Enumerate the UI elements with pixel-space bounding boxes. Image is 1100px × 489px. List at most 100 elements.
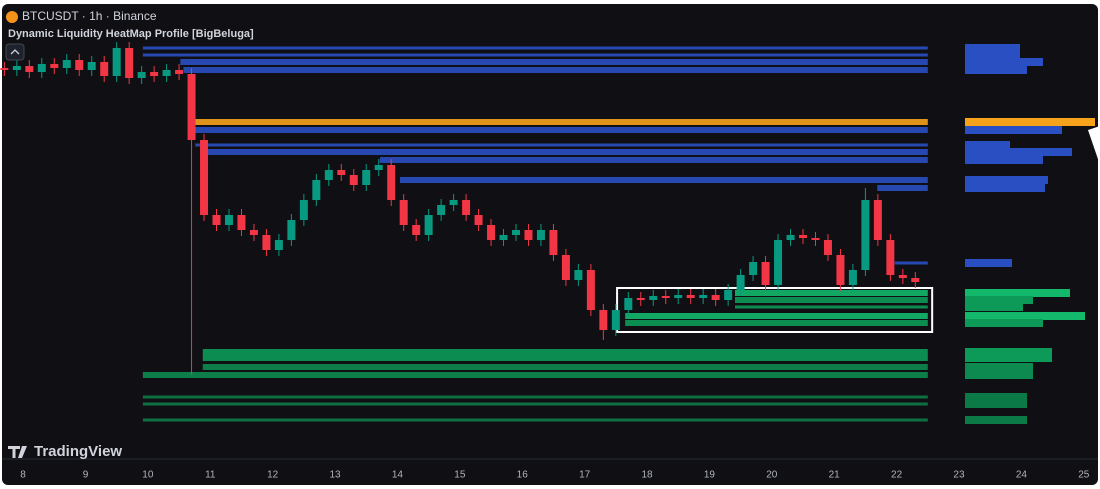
plot-area [0, 42, 1095, 424]
candle-body [861, 200, 870, 270]
symbol-title: BTCUSDT · 1h · Binance [22, 9, 157, 23]
candle-body [87, 62, 96, 70]
x-tick-label: 12 [267, 470, 279, 481]
candle-body [898, 275, 907, 278]
liquidity-level [142, 46, 928, 50]
candle-body [574, 270, 583, 280]
candle-body [399, 200, 408, 225]
profile-bar [965, 44, 1020, 52]
profile-bar [965, 148, 1072, 156]
candle-body [836, 255, 845, 285]
profile-bar [965, 184, 1045, 192]
candle-body [848, 270, 857, 285]
profile-bar [965, 296, 1033, 304]
candle-body [362, 170, 371, 185]
candle-body [187, 74, 196, 140]
liquidity-level [379, 157, 928, 163]
liquidity-level [142, 53, 928, 57]
candle-body [487, 225, 496, 240]
x-tick-label: 11 [205, 470, 216, 481]
collapse-button[interactable] [5, 43, 25, 61]
candle-body [337, 170, 346, 175]
candle-body [162, 70, 171, 76]
candle-body [212, 215, 221, 225]
x-tick-label: 13 [329, 470, 341, 481]
candle-body [12, 66, 21, 70]
cursor [1088, 126, 1100, 165]
liquidity-level [180, 59, 928, 65]
liquidity-level [625, 320, 928, 326]
profile-bar [965, 319, 1043, 327]
profile-bar [965, 126, 1062, 134]
liquidity-level [202, 355, 928, 361]
candle-body [549, 230, 558, 255]
candle-body [424, 215, 433, 235]
profile-bar [965, 58, 1043, 66]
profile-bar [965, 118, 1095, 126]
profile-bar [965, 363, 1033, 371]
candle-body [661, 296, 670, 298]
candle-body [274, 240, 283, 250]
liquidity-level [142, 402, 928, 406]
x-tick-label: 10 [142, 470, 154, 481]
candle-body [125, 48, 134, 78]
candle-body [0, 68, 9, 70]
candle-body [299, 200, 308, 220]
profile-bar [965, 303, 1023, 311]
candle-body [387, 165, 396, 200]
candle-body [799, 235, 808, 238]
candle-body [462, 200, 471, 215]
candle-body [37, 64, 46, 72]
liquidity-level [202, 349, 928, 355]
candle-body [736, 275, 745, 290]
x-tick-label: 17 [579, 470, 591, 481]
liquidity-level [734, 297, 928, 303]
candle-body [474, 215, 483, 225]
candle-body [175, 70, 184, 74]
candle-body [224, 215, 233, 225]
x-tick-label: 25 [1078, 470, 1090, 481]
liquidity-level [877, 185, 928, 191]
liquidity-level [195, 127, 928, 133]
candle-body [324, 170, 333, 180]
profile-bar [965, 371, 1033, 379]
candle-body [636, 298, 645, 300]
collapse-icon [10, 49, 20, 55]
candle-body [711, 295, 720, 300]
candle-body [499, 235, 508, 240]
liquidity-level [192, 119, 928, 125]
candle-body [886, 240, 895, 275]
candle-body [823, 240, 832, 255]
candle-body [50, 64, 59, 68]
liquidity-level [200, 149, 928, 155]
x-tick-label: 23 [953, 470, 965, 481]
candle-body [287, 220, 296, 240]
liquidity-level [202, 364, 928, 370]
candle-body [786, 235, 795, 240]
candle-body [25, 66, 34, 72]
profile-bar [965, 354, 1052, 362]
brand-logo [8, 446, 27, 458]
profile-bar [965, 141, 1010, 149]
liquidity-level [625, 313, 928, 319]
profile-bar [965, 312, 1085, 320]
x-tick-label: 20 [766, 470, 778, 481]
candle-body [699, 295, 708, 298]
candle-body [349, 175, 358, 185]
indicator-title: Dynamic Liquidity HeatMap Profile [BigBe… [8, 28, 254, 40]
profile-bar [965, 400, 1027, 408]
liquidity-level [195, 143, 928, 147]
candle-body [200, 140, 209, 215]
x-tick-label: 16 [517, 470, 529, 481]
candle-body [611, 310, 620, 330]
profile-bar [965, 348, 1052, 356]
candle-body [724, 290, 733, 300]
candle-body [249, 230, 258, 235]
candle-body [412, 225, 421, 235]
liquidity-level [399, 177, 928, 183]
candle-body [586, 270, 595, 310]
candle-body [150, 72, 159, 76]
liquidity-level [734, 305, 928, 309]
liquidity-level [894, 261, 928, 265]
